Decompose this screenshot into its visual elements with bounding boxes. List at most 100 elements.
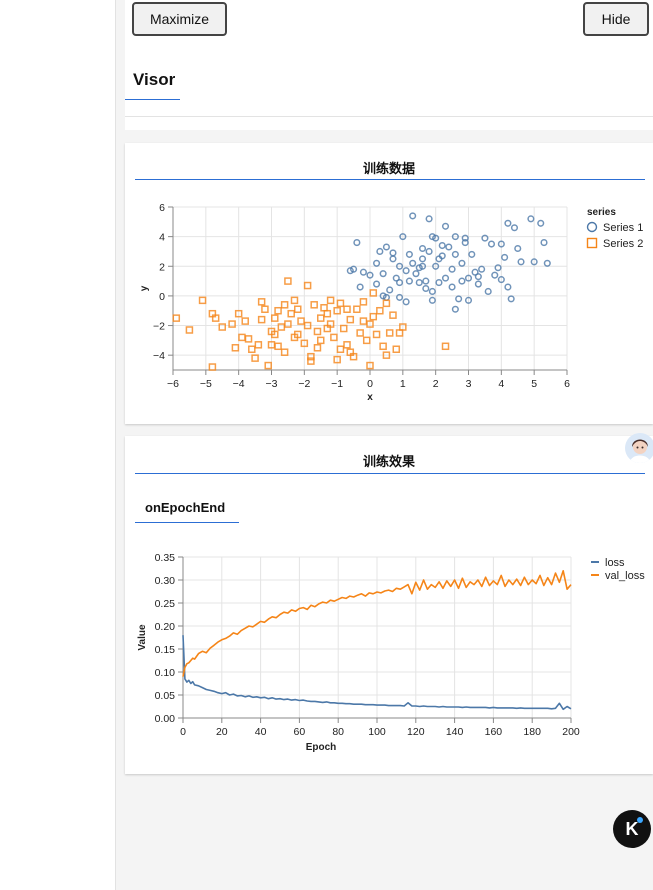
scatter-point-series1 [425, 215, 433, 223]
y-tick-label: 0.15 [155, 644, 176, 656]
visor-title: Visor [133, 70, 176, 89]
scatter-point-series1 [389, 249, 397, 257]
scatter-point-series2 [218, 323, 226, 331]
scatter-point-series2 [441, 342, 450, 351]
scatter-point-series1 [464, 274, 473, 282]
scatter-point-series2 [382, 299, 391, 308]
scatter-point-series2 [241, 317, 249, 325]
scatter-point-series1 [514, 244, 522, 253]
scatter-point-series2 [257, 298, 266, 306]
scatter-point-series2 [234, 309, 243, 318]
training-effect-title: 训练效果 [362, 454, 415, 469]
scatter-point-series2 [366, 320, 374, 328]
x-tick-label: −5 [200, 378, 212, 390]
scatter-point-series1 [451, 250, 459, 258]
x-tick-label: 120 [407, 726, 425, 738]
visor-header: Visor [125, 44, 653, 130]
scatter-point-series2 [323, 324, 332, 333]
scatter-point-series2 [336, 299, 345, 308]
y-axis-title: y [139, 285, 150, 291]
scatter-point-series1 [481, 234, 489, 242]
legend-label: loss [605, 557, 625, 569]
tab-onepochend[interactable]: onEpochEnd [145, 500, 226, 515]
scatter-point-series1 [396, 293, 404, 301]
scatter-point-series1 [478, 265, 486, 273]
scatter-point-series1 [389, 255, 397, 263]
scatter-point-series2 [359, 317, 368, 325]
y-tick-label: 2 [159, 261, 165, 273]
scatter-point-series1 [451, 233, 459, 241]
scatter-point-series1 [501, 253, 509, 261]
scatter-point-series1 [376, 247, 384, 256]
scatter-point-series2 [369, 312, 378, 321]
training-data-title: 训练数据 [362, 161, 415, 176]
scatter-point-series1 [392, 274, 400, 282]
scatter-point-series2 [339, 324, 348, 333]
scatter-point-series1 [464, 296, 473, 304]
hide-button[interactable]: Hide [583, 2, 649, 36]
scatter-point-series2 [333, 355, 341, 364]
training-effect-card: 训练效果 onEpochEnd 0 20 40 60 80 100 120 140 160 180… [125, 436, 653, 774]
scatter-point-series1 [543, 259, 551, 267]
scatter-point-series1 [507, 295, 515, 303]
y-tick-label: −4 [153, 350, 165, 362]
scatter-point-series2 [336, 345, 345, 354]
y-tick-label: 0.30 [155, 575, 176, 587]
scatter-point-series1 [530, 258, 538, 266]
x-tick-label: 100 [368, 726, 386, 738]
scatter-point-series1 [491, 271, 499, 279]
scatter-point-series1 [435, 279, 443, 287]
scatter-point-series1 [422, 277, 430, 285]
left-pane [0, 0, 116, 890]
scatter-point-series1 [356, 283, 364, 291]
scatter-point-series1 [441, 274, 450, 282]
scatter-point-series2 [277, 323, 286, 331]
scatter-point-series1 [494, 264, 502, 272]
scatter-point-series2 [261, 305, 269, 313]
visor-panel: Maximize Hide Visor 训练数据 −6 −5 −4 −3 −2 −1 0 1 2… [116, 0, 653, 890]
scatter-point-series1 [418, 244, 427, 253]
scatter-point-series1 [451, 305, 459, 313]
scatter-point-series1 [517, 258, 525, 266]
legend-label: val_loss [605, 570, 645, 582]
maximize-button[interactable]: Maximize [132, 2, 227, 36]
scatter-point-series1 [484, 287, 492, 296]
x-tick-label: 160 [485, 726, 503, 738]
x-tick-label: 3 [466, 378, 472, 390]
x-tick-label: 200 [562, 726, 580, 738]
k-logo-icon[interactable]: K [613, 810, 651, 848]
line-chart: 0 20 40 60 80 100 120 140 160 180 200 0.00 0.05 0.10 0… [137, 552, 645, 753]
line-series-loss [182, 635, 572, 711]
scatter-point-series2 [333, 306, 341, 315]
visor-divider [125, 116, 653, 117]
scatter-point-series1 [379, 270, 387, 278]
scatter-point-series1 [471, 268, 479, 276]
scatter-point-series1 [438, 241, 446, 250]
scatter-point-series1 [448, 265, 456, 273]
assistant-avatar-icon[interactable] [625, 433, 653, 463]
x-axis-title: x [367, 392, 373, 403]
scatter-point-series2 [362, 336, 371, 345]
scatter-point-series1 [405, 250, 413, 258]
scatter-point-series1 [402, 298, 410, 306]
scatter-point-series2 [343, 341, 351, 349]
x-tick-label: 0 [180, 726, 186, 738]
scatter-point-series2 [346, 315, 355, 324]
scatter-point-series2 [369, 289, 378, 297]
scatter-point-series2 [264, 361, 272, 370]
scatter-point-series2 [385, 329, 394, 337]
scatter-point-series1 [455, 295, 463, 303]
scatter-point-series1 [474, 273, 482, 281]
scatter-point-series1 [504, 283, 512, 291]
scatter-point-series2 [267, 341, 276, 349]
scatter-point-series2 [326, 296, 335, 305]
scatter-point-series1 [359, 268, 367, 276]
scatter-point-series2 [254, 341, 263, 349]
scatter-point-series2 [382, 351, 391, 359]
scatter-point-series1 [373, 280, 381, 288]
x-tick-label: 20 [216, 726, 228, 738]
scatter-point-series2 [211, 314, 220, 322]
scatter-point-series2 [313, 344, 322, 352]
scatter-point-series2 [244, 335, 253, 343]
y-tick-label: 0.20 [155, 621, 176, 633]
